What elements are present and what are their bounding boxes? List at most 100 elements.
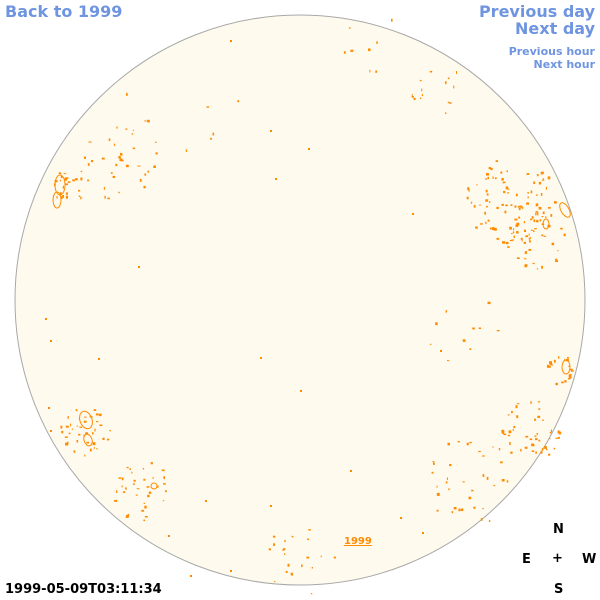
magnetic-feature: [558, 356, 560, 359]
magnetic-feature: [84, 454, 86, 457]
magnetic-feature: [488, 520, 491, 522]
magnetic-feature: [56, 195, 58, 199]
magnetic-feature: [80, 177, 83, 181]
magnetic-feature: [540, 451, 543, 454]
year-link[interactable]: 1999: [344, 536, 372, 547]
magnetic-feature: [546, 448, 548, 451]
magnetic-feature: [125, 515, 129, 518]
magnetic-feature: [528, 233, 530, 236]
magnetic-feature: [516, 415, 519, 419]
magnetic-feature: [120, 152, 123, 156]
magnetic-feature: [376, 41, 378, 44]
magnetic-feature: [480, 518, 483, 521]
magnetic-feature: [521, 240, 523, 242]
magnetic-feature: [542, 211, 545, 215]
magnetic-feature: [538, 408, 541, 410]
magnetic-feature: [478, 327, 481, 329]
magnetic-feature: [470, 201, 473, 204]
magnetic-feature: [512, 231, 515, 234]
magnetic-feature: [131, 471, 133, 474]
magnetic-feature: [54, 180, 58, 183]
magnetic-feature: [502, 241, 505, 244]
magnetic-feature: [514, 205, 517, 208]
magnetic-feature: [70, 423, 72, 427]
magnetic-feature: [517, 205, 521, 208]
magnetic-feature: [60, 175, 63, 179]
magnetic-feature: [375, 70, 378, 73]
magnetic-feature: [45, 318, 47, 320]
magnetic-feature: [421, 94, 423, 97]
magnetic-feature: [311, 567, 313, 569]
magnetic-feature: [476, 184, 478, 186]
previous-hour-link[interactable]: Previous hour: [508, 45, 595, 58]
magnetic-feature: [95, 413, 99, 416]
magnetic-feature: [446, 477, 448, 481]
magnetic-feature: [163, 476, 165, 480]
magnetic-feature: [65, 425, 69, 428]
magnetic-feature: [133, 479, 136, 482]
magnetic-feature: [503, 433, 507, 436]
magnetic-feature: [453, 85, 455, 89]
back-to-year-link[interactable]: Back to 1999: [5, 2, 123, 21]
magnetic-feature: [91, 160, 94, 163]
magnetic-feature: [486, 193, 489, 196]
magnetic-feature: [549, 363, 552, 365]
magnetic-feature: [144, 516, 148, 518]
magnetic-feature: [64, 436, 68, 438]
magnetic-feature: [436, 509, 439, 512]
magnetic-feature: [125, 128, 128, 130]
magnetic-feature: [306, 556, 310, 559]
magnetic-feature: [139, 179, 142, 182]
magnetic-feature: [506, 480, 509, 483]
magnetic-feature: [532, 262, 535, 265]
magnetic-feature: [287, 563, 290, 567]
magnetic-feature: [72, 179, 75, 182]
magnetic-feature: [555, 258, 558, 262]
magnetic-feature: [530, 229, 534, 231]
magnetic-feature: [507, 246, 510, 248]
magnetic-feature: [567, 357, 569, 359]
magnetic-feature: [237, 100, 240, 103]
magnetic-feature: [458, 508, 461, 512]
magnetic-feature: [525, 435, 529, 438]
magnetic-feature: [492, 446, 494, 448]
magnetic-feature: [143, 519, 146, 522]
magnetic-feature: [509, 240, 513, 242]
magnetic-feature: [135, 494, 138, 496]
magnetic-feature: [185, 149, 188, 152]
magnetic-feature: [520, 448, 522, 452]
magnetic-feature: [275, 178, 277, 180]
magnetic-feature: [545, 216, 547, 218]
magnetic-feature: [473, 205, 476, 208]
magnetic-feature: [89, 448, 92, 452]
magnetic-feature: [212, 132, 215, 136]
magnetic-feature: [554, 201, 557, 204]
previous-day-link[interactable]: Previous day: [478, 2, 595, 21]
magnetic-feature: [168, 535, 170, 537]
magnetic-feature: [121, 477, 124, 481]
next-day-link[interactable]: Next day: [515, 19, 595, 38]
magnetic-feature: [60, 425, 63, 429]
magnetic-feature: [526, 202, 529, 205]
magnetic-feature: [308, 148, 310, 150]
compass-north-label: N: [553, 522, 564, 537]
active-region-contour: [559, 202, 571, 218]
magnetic-feature: [502, 181, 504, 184]
magnetic-feature: [78, 189, 81, 192]
magnetic-feature: [536, 174, 539, 177]
magnetic-feature: [485, 199, 489, 202]
magnetic-feature: [524, 446, 528, 449]
magnetic-feature: [537, 415, 541, 418]
magnetic-feature: [485, 221, 487, 224]
magnetic-feature: [411, 94, 413, 96]
active-region-contour: [52, 191, 62, 209]
magnetic-feature: [529, 237, 531, 239]
magnetic-feature: [94, 428, 96, 432]
magnetic-feature: [536, 219, 539, 223]
next-hour-link[interactable]: Next hour: [533, 58, 596, 71]
magnetic-feature: [472, 327, 475, 330]
magnetic-feature: [550, 214, 553, 217]
magnetic-feature: [68, 432, 71, 435]
magnetic-feature: [466, 196, 469, 200]
magnetic-feature: [432, 461, 435, 463]
